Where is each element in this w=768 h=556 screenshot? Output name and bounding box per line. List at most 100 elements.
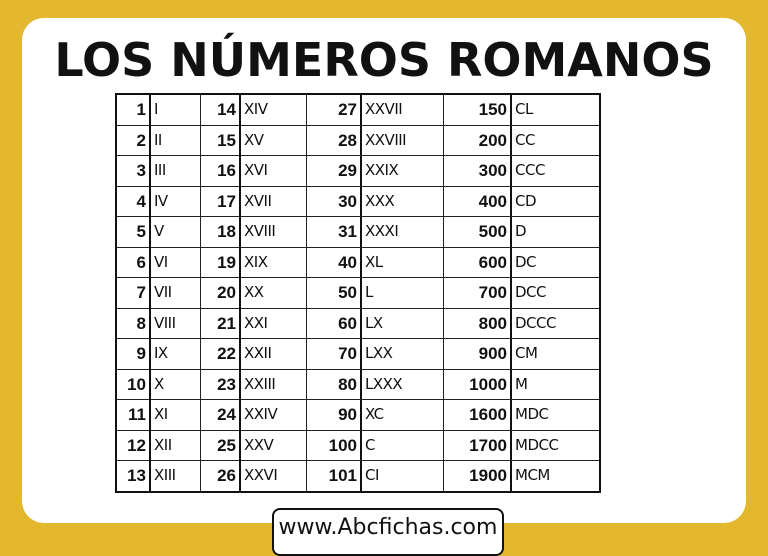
- number-cell: 40: [305, 246, 362, 278]
- roman-numeral-cell: XXI: [239, 307, 307, 339]
- number-cell: 80: [305, 368, 362, 400]
- roman-numeral-cell: D: [510, 216, 601, 248]
- roman-numeral-cell: VIII: [149, 307, 201, 339]
- roman-numeral-cell: CCC: [510, 155, 601, 187]
- number-cell: 300: [442, 155, 512, 187]
- table-row: 6 VI 19 XIX 40 XL 600 DC: [115, 246, 601, 278]
- number-cell: 100: [305, 429, 362, 461]
- number-cell: 900: [442, 338, 512, 370]
- roman-numeral-cell: XI: [149, 399, 201, 431]
- table-row: 1 I 14 XIV 27 XXVII 150 CL: [115, 93, 601, 126]
- number-cell: 21: [199, 307, 241, 339]
- roman-numeral-cell: XXIV: [239, 399, 307, 431]
- number-cell: 500: [442, 216, 512, 248]
- number-cell: 11: [115, 399, 151, 431]
- roman-numeral-cell: XIV: [239, 93, 307, 126]
- roman-numeral-cell: IX: [149, 338, 201, 370]
- number-cell: 6: [115, 246, 151, 278]
- table-row: 5 V 18 XVIII 31 XXXI 500 D: [115, 216, 601, 248]
- roman-numeral-cell: X: [149, 368, 201, 400]
- number-cell: 700: [442, 277, 512, 309]
- roman-numeral-cell: VII: [149, 277, 201, 309]
- roman-numeral-cell: XVII: [239, 185, 307, 217]
- number-cell: 25: [199, 429, 241, 461]
- number-cell: 31: [305, 216, 362, 248]
- number-cell: 29: [305, 155, 362, 187]
- roman-numeral-cell: XXXI: [360, 216, 444, 248]
- roman-numeral-cell: M: [510, 368, 601, 400]
- roman-numeral-cell: XC: [360, 399, 444, 431]
- table-row: 9 IX 22 XXII 70 LXX 900 CM: [115, 338, 601, 370]
- number-cell: 23: [199, 368, 241, 400]
- roman-numeral-cell: XX: [239, 277, 307, 309]
- number-cell: 26: [199, 460, 241, 492]
- roman-numeral-cell: XXIII: [239, 368, 307, 400]
- roman-numeral-cell: LXXX: [360, 368, 444, 400]
- table-row: 2 II 15 XV 28 XXVIII 200 CC: [115, 124, 601, 156]
- roman-numeral-cell: XXVI: [239, 460, 307, 492]
- number-cell: 12: [115, 429, 151, 461]
- roman-numeral-cell: CM: [510, 338, 601, 370]
- number-cell: 150: [442, 93, 512, 126]
- number-cell: 18: [199, 216, 241, 248]
- number-cell: 9: [115, 338, 151, 370]
- roman-numeral-cell: MCM: [510, 460, 601, 492]
- roman-numeral-cell: II: [149, 124, 201, 156]
- roman-numeral-cell: XXV: [239, 429, 307, 461]
- number-cell: 8: [115, 307, 151, 339]
- number-cell: 22: [199, 338, 241, 370]
- table-row: 11 XI 24 XXIV 90 XC 1600 MDC: [115, 399, 601, 431]
- number-cell: 1600: [442, 399, 512, 431]
- roman-numeral-cell: XXX: [360, 185, 444, 217]
- number-cell: 101: [305, 460, 362, 492]
- roman-numeral-cell: DCCC: [510, 307, 601, 339]
- table-row: 3 III 16 XVI 29 XXIX 300 CCC: [115, 155, 601, 187]
- table-row: 4 IV 17 XVII 30 XXX 400 CD: [115, 185, 601, 217]
- number-cell: 400: [442, 185, 512, 217]
- roman-numeral-cell: DCC: [510, 277, 601, 309]
- table-row: 12 XII 25 XXV 100 C 1700 MDCC: [115, 429, 601, 461]
- website-link[interactable]: www.Abcfichas.com: [272, 508, 504, 556]
- roman-numeral-cell: L: [360, 277, 444, 309]
- number-cell: 1: [115, 93, 151, 126]
- number-cell: 70: [305, 338, 362, 370]
- table-row: 10 X 23 XXIII 80 LXXX 1000 M: [115, 368, 601, 400]
- number-cell: 10: [115, 368, 151, 400]
- number-cell: 20: [199, 277, 241, 309]
- roman-numeral-cell: III: [149, 155, 201, 187]
- roman-numeral-cell: MDCC: [510, 429, 601, 461]
- number-cell: 14: [199, 93, 241, 126]
- roman-numeral-cell: V: [149, 216, 201, 248]
- number-cell: 19: [199, 246, 241, 278]
- roman-numeral-cell: XVIII: [239, 216, 307, 248]
- number-cell: 1700: [442, 429, 512, 461]
- roman-numeral-cell: CC: [510, 124, 601, 156]
- number-cell: 1000: [442, 368, 512, 400]
- number-cell: 2: [115, 124, 151, 156]
- roman-numeral-cell: XXII: [239, 338, 307, 370]
- roman-numeral-cell: XXVII: [360, 93, 444, 126]
- roman-numeral-cell: XIX: [239, 246, 307, 278]
- roman-numeral-cell: IV: [149, 185, 201, 217]
- roman-numeral-cell: DC: [510, 246, 601, 278]
- number-cell: 30: [305, 185, 362, 217]
- number-cell: 4: [115, 185, 151, 217]
- table-row: 8 VIII 21 XXI 60 LX 800 DCCC: [115, 307, 601, 339]
- roman-numeral-cell: I: [149, 93, 201, 126]
- number-cell: 16: [199, 155, 241, 187]
- number-cell: 13: [115, 460, 151, 492]
- roman-numeral-cell: LXX: [360, 338, 444, 370]
- roman-numeral-cell: XVI: [239, 155, 307, 187]
- roman-numeral-cell: LX: [360, 307, 444, 339]
- roman-numeral-cell: C: [360, 429, 444, 461]
- roman-numeral-cell: XXIX: [360, 155, 444, 187]
- number-cell: 7: [115, 277, 151, 309]
- roman-numeral-cell: XL: [360, 246, 444, 278]
- number-cell: 90: [305, 399, 362, 431]
- roman-numeral-cell: XXVIII: [360, 124, 444, 156]
- number-cell: 27: [305, 93, 362, 126]
- number-cell: 800: [442, 307, 512, 339]
- number-cell: 60: [305, 307, 362, 339]
- number-cell: 50: [305, 277, 362, 309]
- number-cell: 600: [442, 246, 512, 278]
